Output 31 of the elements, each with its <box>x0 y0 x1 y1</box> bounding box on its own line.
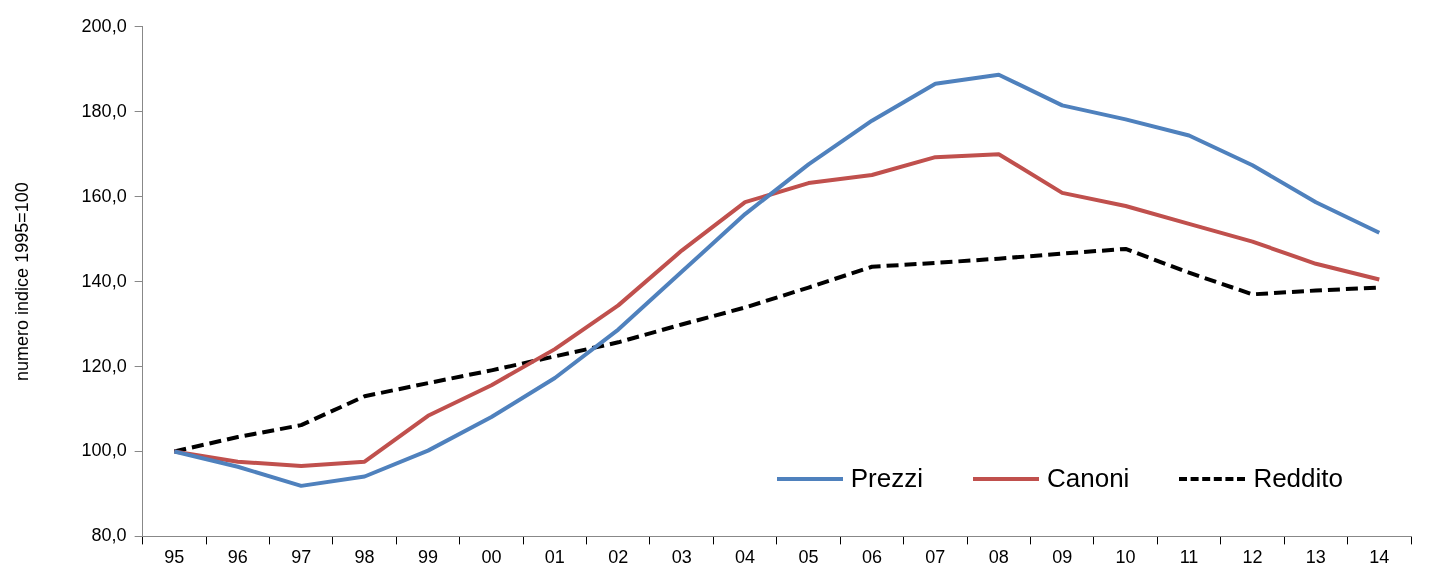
x-tick-label: 13 <box>1305 547 1326 568</box>
x-tick-label: 03 <box>671 547 692 568</box>
y-tick-label: 100,0 <box>81 440 127 461</box>
y-tick-label: 140,0 <box>81 270 127 291</box>
x-tick-label: 06 <box>861 547 882 568</box>
x-tick-label: 00 <box>481 547 502 568</box>
x-tick-label: 14 <box>1369 547 1390 568</box>
x-tick-label: 01 <box>544 547 565 568</box>
y-tick-label: 200,0 <box>81 15 127 36</box>
x-tick-label: 98 <box>354 547 375 568</box>
x-tick-label: 07 <box>925 547 946 568</box>
x-tick-label: 11 <box>1179 547 1199 568</box>
y-axis-title: numero indice 1995=100 <box>11 182 32 381</box>
x-tick-label: 99 <box>418 547 439 568</box>
x-tick-label: 09 <box>1052 547 1073 568</box>
legend-label: Prezzi <box>850 463 923 494</box>
y-tick-label: 80,0 <box>91 525 127 546</box>
x-tick-label: 05 <box>798 547 819 568</box>
x-tick-label: 04 <box>735 547 756 568</box>
x-tick-label: 02 <box>608 547 629 568</box>
x-tick-label: 96 <box>227 547 248 568</box>
x-tick-label: 08 <box>988 547 1009 568</box>
legend-label: Reddito <box>1253 463 1343 494</box>
legend-label: Canoni <box>1046 463 1130 494</box>
x-tick-label: 12 <box>1242 547 1263 568</box>
x-tick-label: 95 <box>164 547 185 568</box>
y-tick-label: 120,0 <box>81 355 127 376</box>
x-tick-label: 10 <box>1115 547 1136 568</box>
y-tick-label: 180,0 <box>81 100 127 121</box>
x-tick-label: 97 <box>291 547 312 568</box>
y-tick-label: 160,0 <box>81 185 127 206</box>
